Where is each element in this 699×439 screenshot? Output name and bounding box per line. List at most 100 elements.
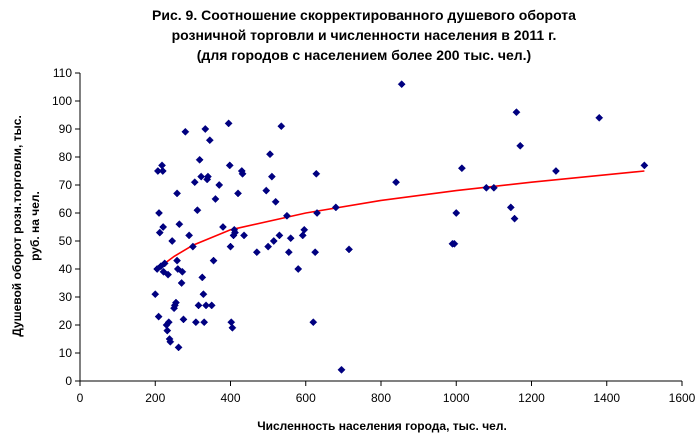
x-tick-label: 0 bbox=[77, 391, 84, 405]
data-point bbox=[199, 290, 208, 299]
data-point bbox=[331, 203, 340, 212]
data-point bbox=[595, 113, 604, 122]
x-tick-label: 200 bbox=[145, 391, 165, 405]
x-tick-label: 1000 bbox=[443, 391, 470, 405]
data-point bbox=[188, 242, 197, 251]
data-point bbox=[277, 122, 286, 131]
data-point bbox=[266, 150, 274, 159]
y-tick-label: 60 bbox=[59, 206, 73, 220]
data-point bbox=[512, 108, 521, 117]
data-point bbox=[155, 209, 163, 217]
data-point bbox=[166, 337, 175, 346]
data-point bbox=[215, 181, 224, 189]
y-axis-ticks: 0 10 20 30 40 50 60 70 80 90 100 110 bbox=[52, 66, 80, 388]
y-tick-label: 100 bbox=[52, 94, 72, 108]
data-point bbox=[171, 298, 180, 307]
data-point bbox=[175, 220, 184, 229]
data-point bbox=[185, 231, 194, 240]
data-point bbox=[309, 318, 318, 327]
data-point bbox=[294, 265, 303, 273]
data-point bbox=[457, 164, 466, 173]
x-tick-label: 1600 bbox=[669, 391, 696, 405]
data-point bbox=[191, 318, 200, 327]
data-point bbox=[482, 183, 491, 192]
y-tick-label: 50 bbox=[59, 234, 73, 248]
data-point bbox=[286, 234, 295, 243]
data-point bbox=[640, 161, 649, 170]
data-point bbox=[298, 231, 307, 240]
x-tick-label: 1400 bbox=[593, 391, 620, 405]
data-point bbox=[198, 273, 207, 282]
trend-line-path bbox=[154, 170, 645, 272]
data-point bbox=[155, 228, 164, 237]
chart-title-line-2: розничной торговли и численности населен… bbox=[172, 27, 557, 43]
data-point bbox=[174, 343, 183, 352]
data-point bbox=[190, 178, 199, 187]
data-point bbox=[159, 267, 168, 276]
data-point bbox=[151, 290, 160, 299]
data-point bbox=[159, 223, 168, 231]
y-axis-label-line-1: Душевой оборот розн.торговли, тыс. bbox=[10, 115, 24, 337]
x-tick-label: 600 bbox=[296, 391, 316, 405]
y-tick-label: 110 bbox=[53, 66, 72, 80]
data-point bbox=[234, 189, 242, 198]
x-tick-label: 1200 bbox=[518, 391, 545, 405]
x-axis-ticks: 0 200 400 600 800 1000 1200 1400 1600 bbox=[77, 381, 696, 405]
data-point bbox=[164, 270, 172, 279]
data-point bbox=[219, 223, 227, 231]
data-point bbox=[195, 155, 204, 164]
data-point bbox=[168, 237, 177, 245]
data-point bbox=[158, 167, 167, 175]
data-point bbox=[506, 203, 515, 212]
data-point bbox=[397, 80, 406, 89]
data-point bbox=[193, 206, 202, 215]
data-point bbox=[267, 172, 276, 181]
data-point bbox=[197, 172, 206, 181]
y-tick-label: 30 bbox=[59, 290, 73, 304]
data-point bbox=[160, 259, 169, 268]
x-tick-label: 800 bbox=[371, 391, 391, 405]
y-tick-label: 90 bbox=[59, 122, 73, 136]
data-point bbox=[450, 239, 459, 248]
y-tick-label: 10 bbox=[59, 346, 73, 360]
y-tick-label: 0 bbox=[65, 374, 72, 388]
y-tick-label: 70 bbox=[59, 178, 73, 192]
data-point bbox=[516, 141, 525, 150]
data-point bbox=[173, 256, 182, 265]
data-point bbox=[275, 231, 284, 240]
data-point bbox=[173, 189, 182, 198]
data-point bbox=[200, 318, 209, 327]
chart-title-line-1: Рис. 9. Соотношение скорректированного д… bbox=[152, 7, 576, 23]
data-point bbox=[311, 248, 320, 257]
data-point bbox=[264, 242, 273, 251]
trend-line bbox=[154, 170, 645, 272]
x-axis-label: Численность населения города, тыс. чел. bbox=[257, 419, 507, 433]
data-point bbox=[313, 209, 321, 217]
data-point bbox=[194, 301, 203, 310]
data-point bbox=[203, 172, 212, 181]
data-point bbox=[552, 167, 560, 175]
data-points bbox=[151, 80, 649, 374]
data-point bbox=[209, 256, 218, 265]
data-point bbox=[300, 225, 309, 234]
data-point bbox=[177, 279, 186, 287]
y-axis-label: Душевой оборот розн.торговли, тыс. руб. … bbox=[10, 115, 42, 337]
data-point bbox=[178, 267, 187, 276]
data-point bbox=[312, 169, 321, 178]
data-point bbox=[225, 161, 234, 170]
data-point bbox=[489, 183, 498, 192]
data-point bbox=[284, 248, 293, 257]
data-point bbox=[163, 326, 172, 335]
data-point bbox=[207, 301, 216, 310]
data-point bbox=[179, 315, 188, 324]
data-point bbox=[262, 186, 271, 195]
data-point bbox=[164, 318, 173, 327]
y-tick-label: 80 bbox=[59, 150, 73, 164]
data-point bbox=[211, 195, 220, 203]
data-point bbox=[510, 214, 519, 223]
data-point bbox=[238, 169, 247, 178]
x-tick-label: 400 bbox=[220, 391, 240, 405]
data-point bbox=[252, 248, 261, 257]
